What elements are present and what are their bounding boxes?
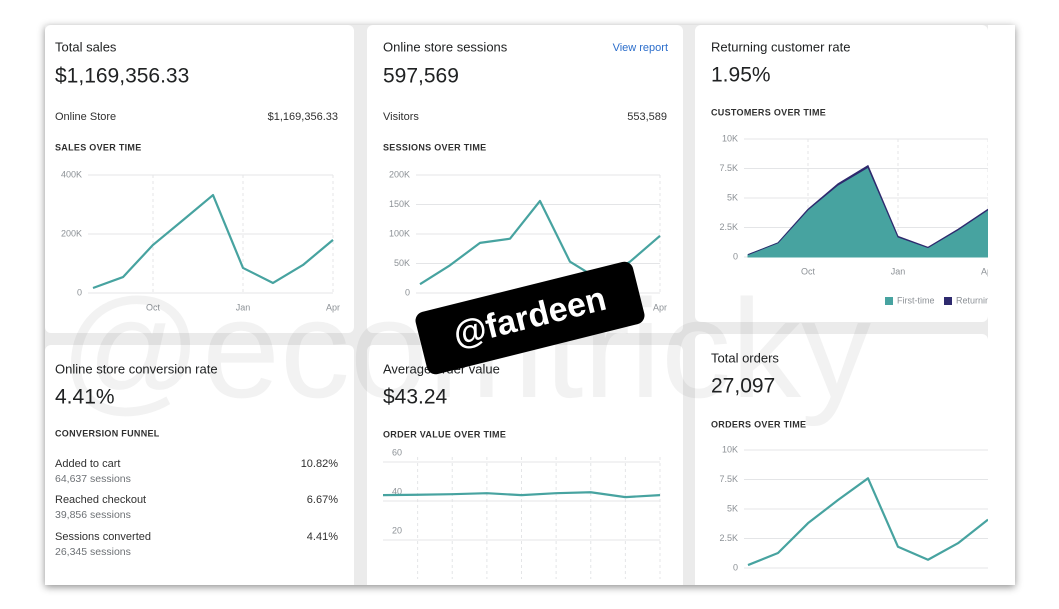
x-tick-label: Apr (653, 302, 667, 312)
card-title: Online store conversion rate (55, 361, 218, 376)
funnel-label: Reached checkout (55, 494, 146, 506)
metric: 597,569 (383, 65, 459, 88)
area (747, 164, 988, 256)
legend-swatch (944, 297, 952, 305)
row-label: Visitors (383, 111, 419, 123)
card-title: Total orders (711, 350, 779, 365)
legend-label: First-time (897, 295, 935, 305)
section-label: CONVERSION FUNNEL (55, 428, 160, 438)
x-tick-label: Oct (801, 266, 816, 276)
card (367, 25, 683, 333)
metric: 1.95% (711, 64, 771, 87)
legend-label: Returning (956, 295, 995, 305)
edge (988, 25, 1015, 585)
section-label: ORDERS OVER TIME (711, 419, 806, 429)
row-label: Online Store (55, 111, 116, 123)
card-title: Total sales (55, 39, 117, 54)
y-tick-label: 0 (405, 287, 410, 297)
chart: 20 40 60 (382, 447, 661, 579)
y-tick-label: 200K (61, 228, 82, 238)
funnel-label: Sessions converted (55, 531, 151, 543)
metric: 4.41% (55, 386, 115, 409)
card-title: Online store sessions (383, 39, 508, 54)
funnel-pct: 10.82% (301, 458, 339, 470)
view-report-link[interactable]: View report (613, 42, 668, 54)
row-value: $1,169,356.33 (268, 111, 338, 123)
funnel-sessions: 39,856 sessions (55, 509, 131, 521)
card (695, 334, 988, 585)
y-tick-label: 2.5K (719, 533, 738, 543)
funnel-sessions: 26,345 sessions (55, 546, 131, 558)
y-tick-label: 20 (392, 525, 402, 535)
y-tick-label: 0 (77, 287, 82, 297)
card (45, 345, 354, 585)
row-value: 553,589 (627, 111, 667, 123)
x-tick-label: Apr (981, 266, 995, 276)
y-tick-label: 50K (394, 258, 410, 268)
x-tick-label: Jan (891, 266, 906, 276)
card (367, 345, 683, 585)
section-label: SESSIONS OVER TIME (383, 142, 486, 152)
line (92, 193, 334, 290)
y-tick-label: 5K (727, 192, 738, 202)
legend-swatch (885, 297, 893, 305)
chart: 0 2.5K 5K 7.5K 10K (719, 444, 988, 572)
y-tick-label: 7.5K (719, 474, 738, 484)
line (747, 477, 988, 567)
metric: 27,097 (711, 375, 775, 398)
y-tick-label: 200K (389, 169, 410, 179)
y-tick-label: 0 (733, 251, 738, 261)
metric: $43.24 (383, 386, 448, 409)
y-tick-label: 10K (722, 444, 738, 454)
line (382, 491, 661, 499)
y-tick-label: 150K (389, 199, 410, 209)
y-tick-label: 2.5K (719, 222, 738, 232)
dashboard: Total sales $1,169,356.33 Online Store $… (45, 25, 1015, 585)
x-tick-label: Oct (146, 302, 161, 312)
y-tick-label: 60 (392, 447, 402, 457)
y-tick-label: 400K (61, 169, 82, 179)
x-tick-label: Jan (236, 302, 251, 312)
funnel-sessions: 64,637 sessions (55, 473, 131, 485)
y-tick-label: 0 (733, 562, 738, 572)
funnel-pct: 4.41% (307, 531, 338, 543)
y-tick-label: 40 (392, 486, 402, 496)
x-tick-label: Apr (326, 302, 340, 312)
y-tick-label: 5K (727, 503, 738, 513)
section-label: SALES OVER TIME (55, 142, 142, 152)
card-title: Returning customer rate (711, 39, 850, 54)
metric: $1,169,356.33 (55, 65, 189, 88)
card (45, 25, 354, 333)
y-tick-label: 7.5K (719, 163, 738, 173)
chart: 0 2.5K 5K 7.5K 10K Oct Jan Apr First-time Returni… (719, 133, 995, 305)
overlay: @ecomtricky @fardeen (60, 261, 871, 427)
section-label: CUSTOMERS OVER TIME (711, 107, 826, 117)
chart: 0 200K 400K Oct Jan Apr (61, 169, 340, 312)
y-tick-label: 10K (722, 133, 738, 143)
funnel-pct: 6.67% (307, 494, 338, 506)
funnel-label: Added to cart (55, 458, 120, 470)
section-label: ORDER VALUE OVER TIME (383, 429, 506, 439)
y-tick-label: 100K (389, 228, 410, 238)
sticker-bg (415, 261, 645, 375)
